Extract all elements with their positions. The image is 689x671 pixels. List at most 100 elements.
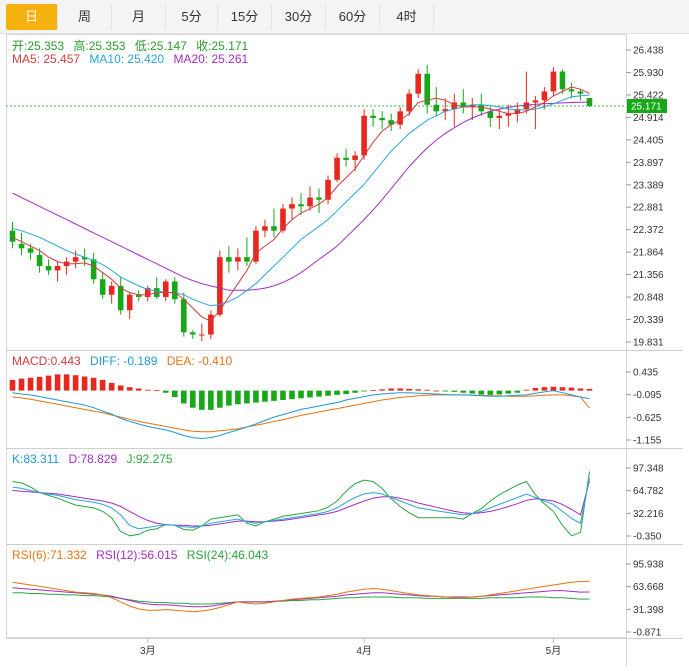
macd-bar-20 bbox=[190, 390, 196, 408]
macd-bar-18 bbox=[171, 390, 178, 398]
candle-body-56 bbox=[514, 109, 521, 114]
d-line bbox=[12, 480, 590, 527]
ytick-label-2-1: 64.782 bbox=[633, 486, 664, 497]
tab-2[interactable]: 月 bbox=[112, 4, 166, 30]
macd-bar-29 bbox=[271, 390, 277, 401]
ytick-label-1-3: -1.155 bbox=[633, 436, 662, 447]
macd-bar-1 bbox=[18, 378, 25, 391]
macd-bar-60 bbox=[550, 386, 557, 391]
macd-bar-41 bbox=[379, 389, 385, 391]
macd-bar-8 bbox=[81, 376, 88, 391]
macd-bar-55 bbox=[505, 390, 512, 394]
macd-bar-50 bbox=[460, 390, 467, 393]
macd-bar-64 bbox=[586, 388, 593, 391]
candle-body-32 bbox=[298, 204, 304, 207]
candle-body-28 bbox=[262, 226, 268, 231]
ma20-line bbox=[12, 101, 590, 291]
candle-body-31 bbox=[289, 204, 295, 209]
candle-body-20 bbox=[190, 332, 196, 335]
tab-6[interactable]: 60分 bbox=[326, 4, 380, 30]
candle-body-41 bbox=[379, 117, 385, 121]
dea-value: DEA: -0.410 bbox=[166, 354, 233, 368]
tab-0[interactable]: 日 bbox=[6, 4, 58, 30]
chart-svg: 3月 4月 5月 26.438 25.930 25.422 24.914 24.405 23.8… bbox=[6, 34, 683, 666]
tab-5[interactable]: 30分 bbox=[272, 4, 326, 30]
rsi24-value: RSI(24):46.043 bbox=[186, 548, 269, 562]
tab-7[interactable]: 4时 bbox=[380, 4, 434, 30]
macd-bar-11 bbox=[108, 382, 115, 391]
candle-body-29 bbox=[271, 226, 277, 231]
macd-bar-46 bbox=[424, 389, 431, 391]
diff-line bbox=[12, 390, 590, 440]
macd-bar-17 bbox=[162, 390, 169, 393]
candle-body-26 bbox=[244, 257, 250, 262]
macd-bar-25 bbox=[235, 390, 241, 405]
macd-bar-44 bbox=[406, 388, 412, 391]
candle-body-50 bbox=[460, 102, 467, 107]
tab-4[interactable]: 15分 bbox=[218, 4, 272, 30]
macd-bar-9 bbox=[90, 377, 97, 391]
candle-body-3 bbox=[36, 254, 43, 267]
candle-body-13 bbox=[126, 294, 133, 311]
candle-body-54 bbox=[496, 115, 503, 118]
ytick-label-0-10: 21.356 bbox=[633, 270, 664, 281]
candle-body-51 bbox=[469, 104, 476, 107]
macd-bar-40 bbox=[370, 390, 376, 391]
macd-bar-31 bbox=[289, 390, 295, 400]
candle-body-44 bbox=[406, 93, 412, 112]
macd-bar-14 bbox=[135, 388, 142, 391]
candle-body-11 bbox=[108, 285, 115, 295]
k-line bbox=[12, 477, 590, 530]
macd-bar-59 bbox=[541, 387, 548, 391]
candle-body-42 bbox=[388, 120, 394, 125]
low-value: 低:25.147 bbox=[134, 39, 187, 53]
macd-bar-47 bbox=[433, 390, 440, 392]
macd-bar-21 bbox=[199, 390, 205, 410]
candle-body-36 bbox=[334, 157, 340, 180]
tab-1[interactable]: 周 bbox=[58, 4, 112, 30]
macd-bar-36 bbox=[334, 390, 340, 395]
candle-body-9 bbox=[90, 259, 97, 280]
candle-body-35 bbox=[325, 179, 331, 200]
macd-bar-24 bbox=[226, 390, 232, 406]
candle-body-55 bbox=[505, 113, 512, 116]
candle-body-2 bbox=[27, 248, 34, 253]
macd-bar-62 bbox=[568, 387, 575, 391]
tab-3[interactable]: 5分 bbox=[166, 4, 218, 30]
ytick-label-1-0: 0.435 bbox=[633, 368, 658, 379]
candle-body-24 bbox=[226, 257, 232, 262]
ma5-line bbox=[12, 86, 590, 322]
macd-bar-10 bbox=[99, 379, 106, 391]
current-price-tag-bg bbox=[627, 98, 667, 113]
ma10-line bbox=[12, 94, 590, 307]
candle-body-0 bbox=[9, 230, 16, 242]
candle-body-19 bbox=[181, 299, 187, 333]
candle-body-48 bbox=[442, 109, 449, 112]
ytick-label-2-3: -0.350 bbox=[633, 532, 662, 543]
macd-bar-0 bbox=[9, 379, 16, 391]
macd-bar-43 bbox=[397, 388, 403, 391]
candle-body-18 bbox=[171, 281, 178, 300]
ytick-label-3-0: 95.938 bbox=[633, 560, 664, 571]
ytick-label-0-7: 22.881 bbox=[633, 203, 664, 214]
macd-bar-3 bbox=[36, 376, 43, 391]
ytick-label-0-9: 21.864 bbox=[633, 248, 664, 259]
candle-body-52 bbox=[478, 104, 485, 112]
candle-body-47 bbox=[433, 104, 440, 112]
macd-bar-39 bbox=[361, 390, 367, 392]
candle-body-59 bbox=[541, 91, 548, 101]
macd-bar-28 bbox=[262, 390, 268, 402]
candle-body-5 bbox=[54, 266, 61, 271]
candle-body-30 bbox=[280, 208, 286, 231]
month-label-2: 5月 bbox=[546, 645, 562, 657]
candle-body-12 bbox=[117, 285, 124, 311]
macd-bar-37 bbox=[343, 390, 349, 395]
rsi12-line bbox=[12, 587, 590, 608]
candle-body-1 bbox=[18, 243, 25, 249]
macd-bar-27 bbox=[253, 390, 259, 403]
ytick-label-0-1: 25.930 bbox=[633, 68, 664, 79]
ytick-label-0-2: 25.422 bbox=[633, 90, 664, 101]
macd-bar-58 bbox=[532, 388, 539, 391]
macd-bar-38 bbox=[352, 390, 358, 393]
kdj-legend: K:83.311 D:78.829 J:92.275 bbox=[12, 452, 179, 466]
